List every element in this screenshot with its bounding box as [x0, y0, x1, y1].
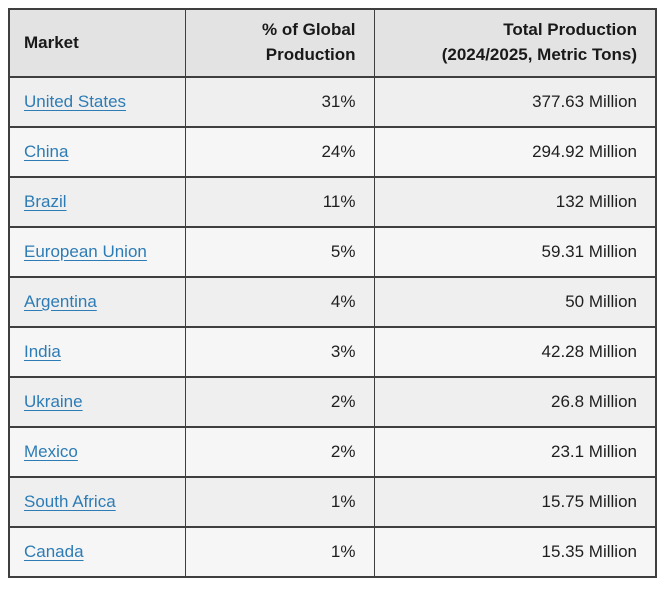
pct-cell: 2% [184, 376, 375, 428]
table-row: Mexico 2% 23.1 Million [8, 426, 657, 478]
total-cell: 42.28 Million [373, 326, 657, 378]
table-row: India 3% 42.28 Million [8, 326, 657, 378]
market-link-european-union[interactable]: European Union [24, 242, 147, 261]
market-cell: India [8, 326, 186, 378]
col-header-pct-line1: % of Global [262, 20, 356, 40]
table-row: Argentina 4% 50 Million [8, 276, 657, 328]
market-cell: Argentina [8, 276, 186, 328]
market-link-india[interactable]: India [24, 342, 61, 361]
market-cell: China [8, 126, 186, 178]
pct-cell: 5% [184, 226, 375, 278]
pct-cell: 1% [184, 476, 375, 528]
market-cell: United States [8, 76, 186, 128]
total-cell: 50 Million [373, 276, 657, 328]
col-header-total-line1: Total Production [503, 20, 637, 40]
table-row: Brazil 11% 132 Million [8, 176, 657, 228]
production-table: Market % of Global Production Total Prod… [8, 8, 657, 578]
total-cell: 15.75 Million [373, 476, 657, 528]
total-cell: 23.1 Million [373, 426, 657, 478]
table-row: South Africa 1% 15.75 Million [8, 476, 657, 528]
market-cell: Ukraine [8, 376, 186, 428]
market-link-canada[interactable]: Canada [24, 542, 84, 561]
total-cell: 294.92 Million [373, 126, 657, 178]
table-row: European Union 5% 59.31 Million [8, 226, 657, 278]
market-link-united-states[interactable]: United States [24, 92, 127, 111]
market-link-ukraine[interactable]: Ukraine [24, 392, 83, 411]
market-cell: South Africa [8, 476, 186, 528]
total-cell: 15.35 Million [373, 526, 657, 578]
table-row: Ukraine 2% 26.8 Million [8, 376, 657, 428]
total-cell: 377.63 Million [373, 76, 657, 128]
market-link-mexico[interactable]: Mexico [24, 442, 78, 461]
pct-cell: 3% [184, 326, 375, 378]
total-cell: 59.31 Million [373, 226, 657, 278]
total-cell: 132 Million [373, 176, 657, 228]
table-row: United States 31% 377.63 Million [8, 76, 657, 128]
market-cell: Mexico [8, 426, 186, 478]
col-header-market-label: Market [24, 32, 79, 52]
table-row: China 24% 294.92 Million [8, 126, 657, 178]
pct-cell: 31% [184, 76, 375, 128]
market-link-brazil[interactable]: Brazil [24, 192, 67, 211]
pct-cell: 1% [184, 526, 375, 578]
market-link-south-africa[interactable]: South Africa [24, 492, 116, 511]
pct-cell: 11% [184, 176, 375, 228]
market-cell: Brazil [8, 176, 186, 228]
market-cell: Canada [8, 526, 186, 578]
table-row: Canada 1% 15.35 Million [8, 526, 657, 578]
col-header-total-line2: (2024/2025, Metric Tons) [441, 45, 637, 64]
col-header-pct-line2: Production [265, 45, 356, 64]
market-link-argentina[interactable]: Argentina [24, 292, 97, 311]
market-link-china[interactable]: China [24, 142, 69, 161]
col-header-total-production: Total Production (2024/2025, Metric Tons… [373, 8, 657, 78]
pct-cell: 24% [184, 126, 375, 178]
market-cell: European Union [8, 226, 186, 278]
header-row: Market % of Global Production Total Prod… [8, 8, 657, 78]
col-header-pct-global-production: % of Global Production [184, 8, 375, 78]
pct-cell: 2% [184, 426, 375, 478]
col-header-market: Market [8, 8, 186, 78]
pct-cell: 4% [184, 276, 375, 328]
total-cell: 26.8 Million [373, 376, 657, 428]
